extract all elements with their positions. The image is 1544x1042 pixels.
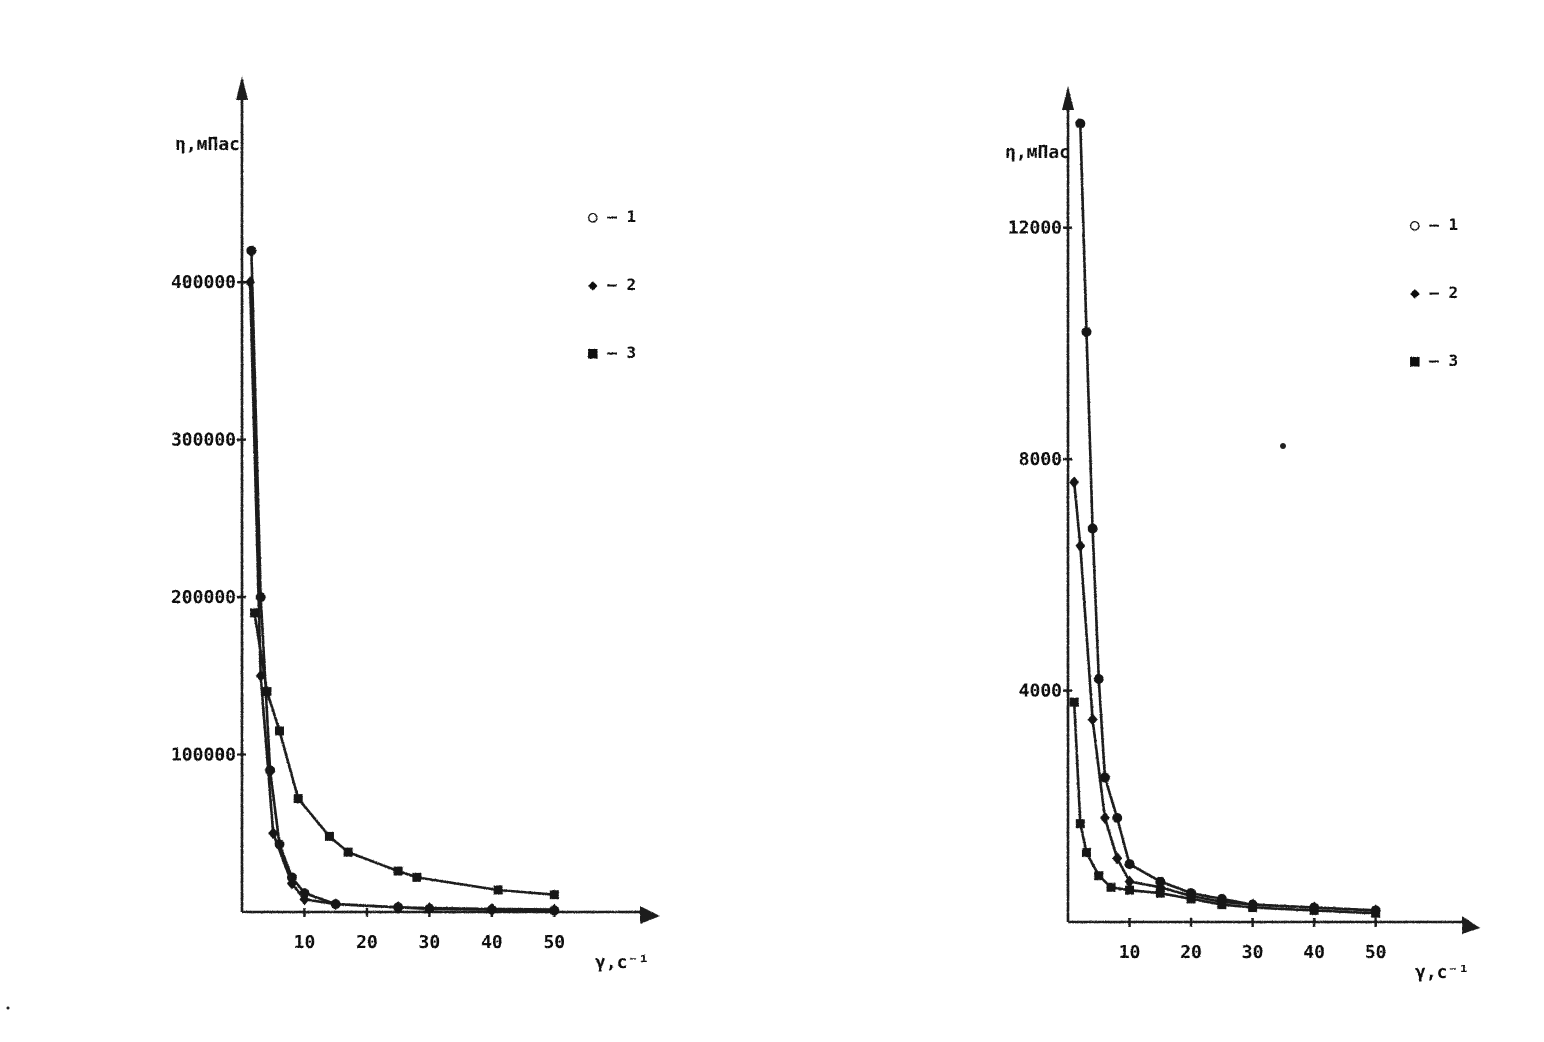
chart-left-x-tick-label: 30 bbox=[419, 932, 441, 953]
chart-right-series-2-point bbox=[1112, 852, 1123, 865]
chart-left-series-2-point bbox=[245, 276, 256, 289]
chart-left-x-axis-arrow bbox=[640, 906, 660, 924]
chart-right-series-3-point bbox=[1371, 908, 1381, 918]
chart-right-series-2-point bbox=[1075, 539, 1086, 552]
chart-left-series-2-point bbox=[424, 902, 435, 915]
chart-left-series-2-point bbox=[268, 827, 279, 840]
chart-right-series-3-point bbox=[1106, 882, 1116, 892]
chart-right-series-1-point bbox=[1124, 859, 1135, 870]
chart-left-y-ticks: 100000 200000 300000 400000 bbox=[171, 272, 246, 766]
chart-right-series-3-point bbox=[1155, 888, 1165, 898]
chart-right-series-2-point bbox=[1069, 476, 1080, 489]
chart-right-legend-item-1: ○ – 1 bbox=[1410, 215, 1458, 234]
chart-left-series-1-line bbox=[250, 250, 555, 912]
chart-right-series-3-point bbox=[1094, 871, 1104, 881]
chart-right-y-ticks: 4000 8000 12000 bbox=[1008, 218, 1072, 702]
chart-right-series-2-point bbox=[1099, 811, 1110, 824]
scan-speck bbox=[1280, 443, 1286, 449]
chart-right-series-3-point bbox=[1125, 885, 1135, 895]
chart-right-series-1-line bbox=[1079, 123, 1376, 912]
chart-left-x-tick-label: 10 bbox=[294, 932, 316, 953]
chart-left-series-1-point bbox=[265, 765, 276, 776]
chart-left-x-tick-label: 40 bbox=[481, 932, 503, 953]
chart-left-series-2-point bbox=[299, 893, 310, 906]
chart-right-legend: ○ – 1 ◆ – 2 ■ – 3 bbox=[1410, 215, 1458, 370]
chart-left-series-2-point bbox=[286, 877, 297, 890]
chart-right: η,мПас γ,с⁻¹ 4000 8000 12000 10 20 30 40 50 ○ … bbox=[1005, 86, 1480, 983]
chart-left-series-3-point bbox=[493, 885, 503, 895]
chart-right-series bbox=[1069, 118, 1381, 918]
chart-left-x-tick-label: 50 bbox=[543, 932, 565, 953]
chart-right-series-3-point bbox=[1217, 900, 1227, 910]
chart-left-series-3-point bbox=[324, 831, 334, 841]
chart-right-series-1-point bbox=[1112, 812, 1123, 823]
chart-left-series-3-point bbox=[343, 847, 353, 857]
chart-left-series-2-point bbox=[393, 901, 404, 914]
chart-right-x-axis-arrow bbox=[1462, 916, 1480, 934]
chart-left-y-tick-label: 300000 bbox=[171, 430, 236, 451]
chart-right-series-3-point bbox=[1069, 697, 1079, 707]
chart-left-series-2-point bbox=[330, 898, 341, 911]
chart-right-legend-item-2: ◆ – 2 bbox=[1410, 283, 1458, 302]
chart-left-y-axis-arrow bbox=[236, 76, 248, 100]
chart-right-x-ticks: 10 20 30 40 50 bbox=[1119, 918, 1387, 963]
chart-left-y-axis-title: η,мПас bbox=[175, 134, 240, 155]
chart-left: η,мПас γ,с⁻¹ 100000 200000 300000 400000 10… bbox=[171, 76, 660, 973]
chart-left-legend-item-2: ◆ – 2 bbox=[588, 275, 636, 294]
chart-left-legend: ○ – 1 ◆ – 2 ■ – 3 bbox=[588, 207, 636, 362]
chart-right-x-tick-label: 20 bbox=[1180, 942, 1202, 963]
chart-left-x-ticks: 10 20 30 40 50 bbox=[294, 908, 565, 953]
chart-right-x-tick-label: 10 bbox=[1119, 942, 1141, 963]
chart-left-series-3-line bbox=[253, 612, 555, 896]
chart-right-series-2-point bbox=[1124, 875, 1135, 888]
scan-speck bbox=[6, 1006, 10, 1010]
chart-left-y-tick-label: 400000 bbox=[171, 272, 236, 293]
chart-right-y-tick-label: 4000 bbox=[1019, 681, 1062, 702]
chart-left-y-tick-label: 200000 bbox=[171, 587, 236, 608]
chart-right-x-tick-label: 50 bbox=[1365, 942, 1387, 963]
chart-left-series-3-point bbox=[274, 726, 284, 736]
chart-right-series-1-point bbox=[1087, 523, 1098, 534]
chart-left-series-2-point bbox=[486, 902, 497, 915]
chart-right-legend-item-3: ■ – 3 bbox=[1410, 351, 1458, 370]
chart-left-x-axis-title: γ,с⁻¹ bbox=[595, 952, 649, 973]
chart-left-series-3-point bbox=[549, 890, 559, 900]
chart-left-series-3-point bbox=[262, 687, 272, 697]
chart-left-series-2-line bbox=[248, 282, 555, 911]
chart-right-series-1-point bbox=[1093, 674, 1104, 684]
chart-left-y-tick-label: 100000 bbox=[171, 745, 236, 766]
chart-right-series-3-point bbox=[1081, 848, 1091, 858]
chart-right-series-2-point bbox=[1087, 713, 1098, 726]
chart-right-y-tick-label: 12000 bbox=[1008, 218, 1062, 239]
chart-right-series-3-point bbox=[1309, 905, 1319, 915]
chart-right-series-3-line bbox=[1072, 702, 1376, 915]
chart-right-series-2-line bbox=[1072, 482, 1376, 912]
chart-right-x-axis-title: γ,с⁻¹ bbox=[1415, 962, 1469, 983]
chart-right-series-1-point bbox=[1099, 772, 1110, 783]
chart-left-series-2-point bbox=[549, 903, 560, 916]
chart-right-series-3-point bbox=[1248, 903, 1258, 913]
chart-left-legend-item-3: ■ – 3 bbox=[588, 343, 636, 362]
chart-right-x-tick-label: 30 bbox=[1242, 942, 1264, 963]
chart-left-series-3-point bbox=[393, 866, 403, 876]
chart-left-series bbox=[245, 245, 560, 916]
chart-right-series-1-point bbox=[1075, 118, 1086, 129]
chart-left-series-3-point bbox=[293, 794, 303, 804]
chart-left-x-tick-label: 20 bbox=[356, 932, 378, 953]
chart-right-series-1-point bbox=[1081, 326, 1092, 337]
chart-right-y-axis-title: η,мПас bbox=[1005, 142, 1070, 163]
chart-right-y-tick-label: 8000 bbox=[1019, 449, 1062, 470]
chart-right-x-tick-label: 40 bbox=[1303, 942, 1325, 963]
chart-left-series-3-point bbox=[249, 608, 259, 618]
chart-left-legend-item-1: ○ – 1 bbox=[588, 207, 636, 226]
chart-right-series-3-point bbox=[1186, 894, 1196, 904]
chart-right-series-3-point bbox=[1075, 819, 1085, 829]
chart-left-series-3-point bbox=[412, 872, 422, 882]
chart-left-series-1-point bbox=[246, 245, 257, 256]
chart-right-y-axis-arrow bbox=[1062, 86, 1074, 110]
